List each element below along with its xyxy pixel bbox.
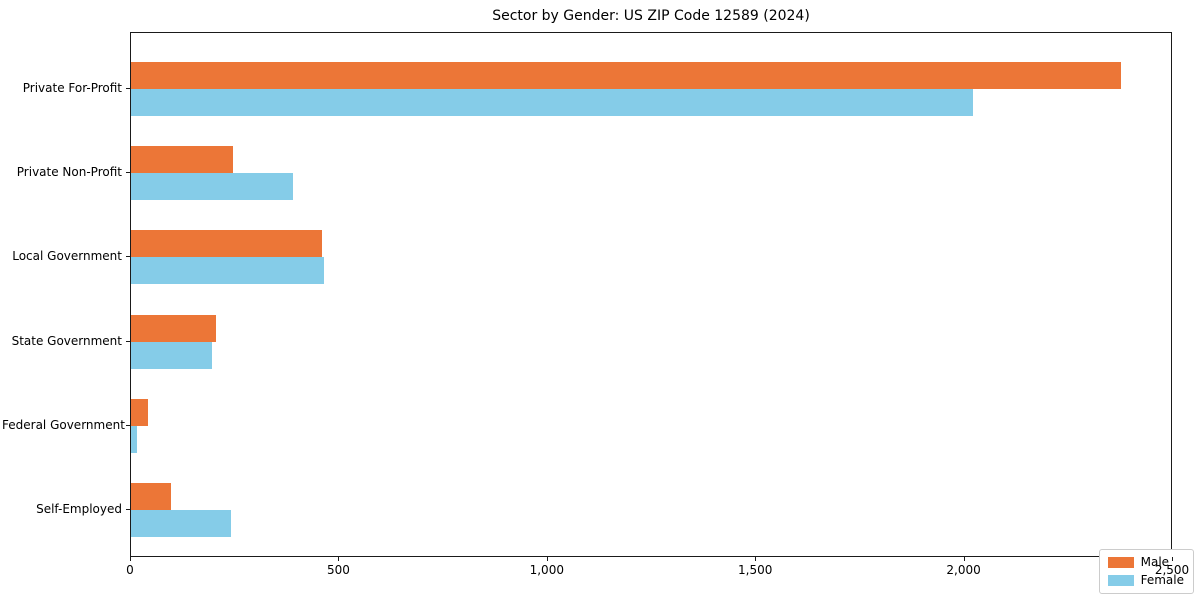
bar-female [131, 425, 138, 453]
bar-male [131, 146, 233, 174]
x-tick-mark [1172, 557, 1173, 561]
y-tick-label: Private For-Profit [22, 81, 122, 95]
legend-swatch-male [1107, 557, 1134, 568]
x-tick-label: 0 [126, 563, 134, 577]
x-tick-label: 1,500 [738, 563, 773, 577]
legend: Male Female [1098, 549, 1194, 594]
bar-male [131, 398, 148, 426]
x-tick-mark [963, 557, 965, 561]
bar-male [131, 230, 323, 258]
plot-area [130, 32, 1172, 557]
y-tick-label: Private Non-Profit [16, 165, 122, 180]
bar-male [131, 314, 217, 342]
x-tick-mark [130, 557, 131, 561]
y-tick-mark [126, 340, 130, 342]
bar-male [131, 62, 1122, 89]
y-tick-mark [126, 509, 130, 510]
bar-female [131, 510, 231, 537]
y-tick-label: State Government [11, 333, 122, 348]
x-tick-label: 500 [326, 563, 350, 577]
y-tick-label: Federal Government [2, 417, 125, 432]
bar-female [131, 257, 325, 285]
y-tick-mark [126, 424, 130, 426]
legend-label: Male [1140, 555, 1170, 569]
bar-female [131, 341, 213, 369]
x-tick-mark [338, 557, 340, 561]
x-tick-label: 1,000 [529, 563, 564, 577]
legend-swatch-female [1107, 575, 1134, 586]
bar-female [131, 89, 974, 116]
x-tick-mark [546, 557, 548, 561]
chart-title: Sector by Gender: US ZIP Code 12589 (202… [492, 8, 810, 24]
y-tick-mark [126, 88, 130, 89]
x-tick-mark [755, 557, 757, 561]
legend-item-male: Male [1107, 555, 1184, 569]
legend-label: Female [1140, 573, 1184, 587]
x-tick-label: 2,500 [1154, 563, 1190, 577]
bar-female [131, 173, 294, 201]
y-tick-mark [126, 172, 130, 174]
y-tick-label: Local Government [12, 249, 122, 264]
x-tick-label: 2,000 [946, 563, 981, 577]
legend-item-female: Female [1107, 573, 1184, 587]
y-tick-label: Self-Employed [36, 502, 122, 516]
bar-male [131, 483, 171, 510]
y-tick-mark [126, 256, 130, 258]
